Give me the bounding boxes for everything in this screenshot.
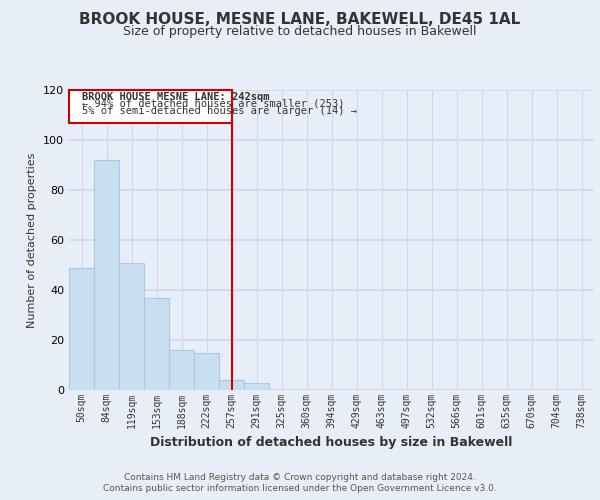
Text: ← 94% of detached houses are smaller (253): ← 94% of detached houses are smaller (25… xyxy=(82,99,344,109)
Bar xyxy=(194,352,219,390)
Text: 5% of semi-detached houses are larger (14) →: 5% of semi-detached houses are larger (1… xyxy=(82,106,356,116)
Text: BROOK HOUSE, MESNE LANE, BAKEWELL, DE45 1AL: BROOK HOUSE, MESNE LANE, BAKEWELL, DE45 … xyxy=(79,12,521,28)
Bar xyxy=(144,298,169,390)
Bar xyxy=(169,350,194,390)
Bar xyxy=(94,160,119,390)
Text: Contains HM Land Registry data © Crown copyright and database right 2024.: Contains HM Land Registry data © Crown c… xyxy=(124,472,476,482)
Bar xyxy=(244,382,269,390)
Bar xyxy=(69,268,94,390)
Text: BROOK HOUSE MESNE LANE: 242sqm: BROOK HOUSE MESNE LANE: 242sqm xyxy=(82,92,269,102)
Y-axis label: Number of detached properties: Number of detached properties xyxy=(28,152,37,328)
FancyBboxPatch shape xyxy=(69,90,232,122)
X-axis label: Distribution of detached houses by size in Bakewell: Distribution of detached houses by size … xyxy=(151,436,512,450)
Text: Size of property relative to detached houses in Bakewell: Size of property relative to detached ho… xyxy=(123,25,477,38)
Bar xyxy=(119,262,144,390)
Text: Contains public sector information licensed under the Open Government Licence v3: Contains public sector information licen… xyxy=(103,484,497,493)
Bar xyxy=(219,380,244,390)
